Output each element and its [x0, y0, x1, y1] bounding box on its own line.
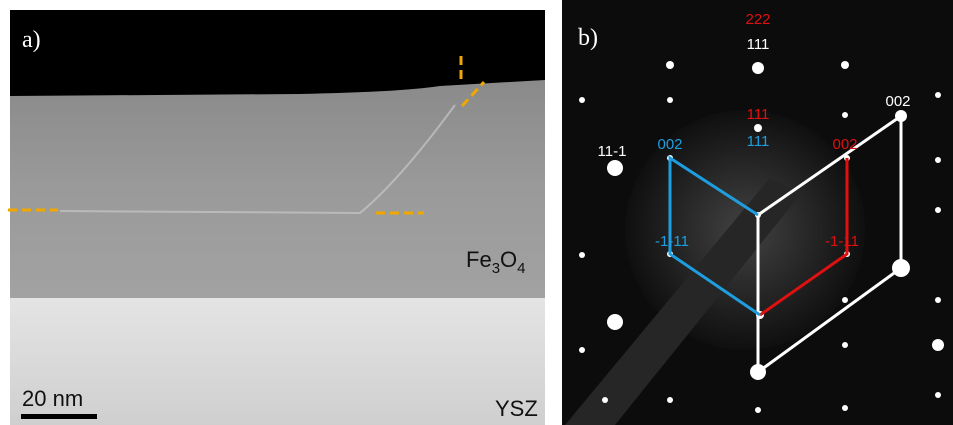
index-label: 002 [657, 136, 682, 153]
panel-label: b) [578, 25, 598, 51]
index-label: 111 [747, 133, 770, 150]
index-label: -1-11 [655, 233, 689, 250]
index-label: -1-11 [825, 233, 859, 250]
spot [935, 207, 941, 213]
spot [842, 405, 848, 411]
index-label: 222 [745, 11, 770, 28]
spot [667, 397, 673, 403]
spot [754, 124, 762, 132]
spot [755, 407, 761, 413]
page: {"panel_a": {"label": "a)", "film": ["Fe… [0, 0, 953, 425]
spot [841, 61, 849, 69]
spot [607, 314, 623, 330]
spot [666, 61, 674, 69]
spot [842, 112, 848, 118]
index-label: 111 [747, 106, 770, 123]
index-label: 11-1 [598, 143, 627, 160]
index-label: 002 [885, 93, 910, 110]
text: 4 [517, 260, 525, 277]
spot [752, 62, 764, 74]
spot [842, 297, 848, 303]
substrate-label: YSZ [495, 396, 538, 421]
spot [935, 297, 941, 303]
text: Fe [466, 247, 492, 272]
spot [935, 92, 941, 98]
film-region [10, 80, 545, 298]
panel-b: b) 222 111 111 111 002 11-1 002 002 -1-1… [562, 0, 953, 425]
panel-label: a) [22, 27, 41, 53]
spot [842, 342, 848, 348]
spot [579, 97, 585, 103]
spot [935, 392, 941, 398]
spot [579, 347, 585, 353]
figure: a) Fe3O4 YSZ 20 nm [0, 0, 953, 425]
spot [667, 97, 673, 103]
text: O [500, 247, 517, 272]
spot [579, 252, 585, 258]
scale-bar-label: 20 nm [22, 386, 83, 411]
text: 3 [492, 260, 500, 277]
substrate-region [10, 298, 545, 425]
spot [932, 339, 944, 351]
panel-a: a) Fe3O4 YSZ 20 nm [8, 10, 545, 425]
spot [607, 160, 623, 176]
scale-bar [21, 414, 97, 419]
index-label: 111 [747, 36, 770, 53]
spot [602, 397, 608, 403]
index-label: 002 [832, 136, 857, 153]
spot [935, 157, 941, 163]
